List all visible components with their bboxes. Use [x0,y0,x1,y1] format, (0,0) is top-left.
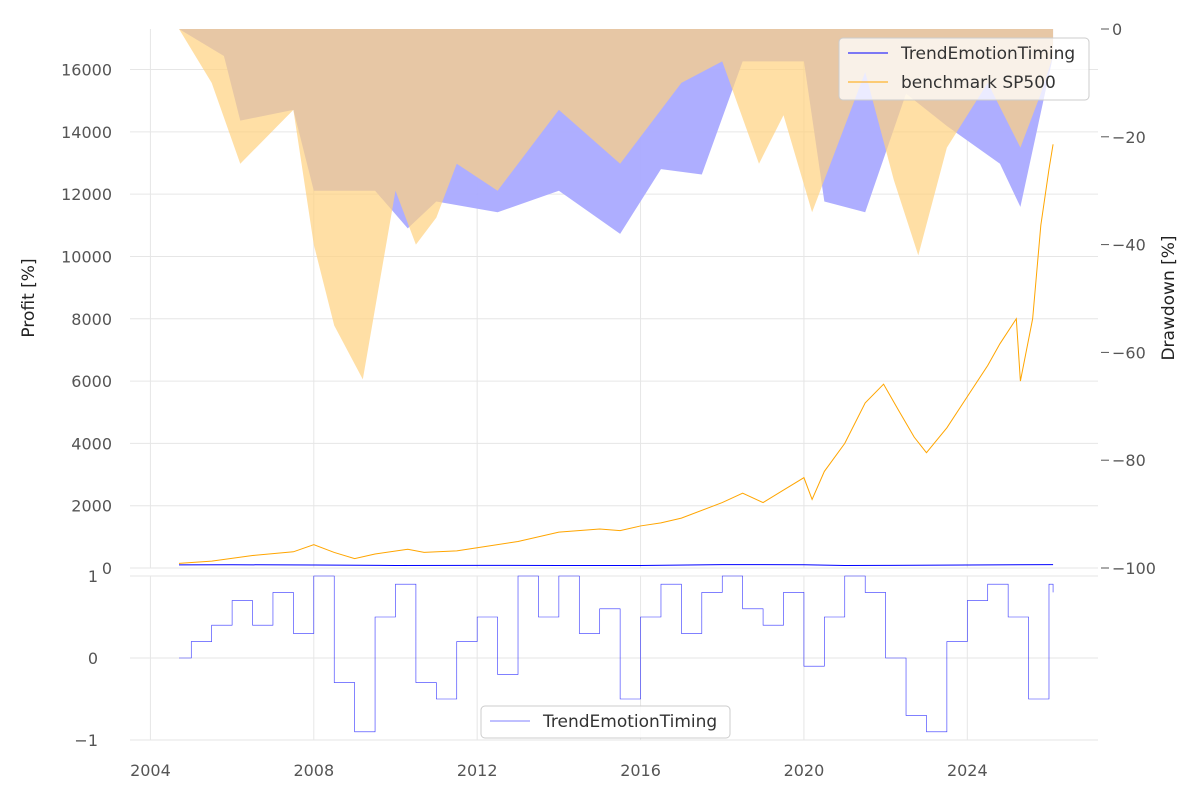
bottom-tick-labels: −1 0 1 2004 2008 2012 2016 2020 2024 [74,567,987,780]
y2-tick-label: −40 [1112,236,1146,255]
top-series-lines [178,144,1054,567]
x-tick-label: 2004 [130,761,171,780]
bottom-series-line [179,575,1054,733]
y-tick-label: 12000 [61,185,112,204]
x-tick-label: 2016 [620,761,661,780]
y-tick-label: 14000 [61,123,112,142]
drawdown-area-benchmark [179,29,1054,380]
bottom-y-tick-label: −1 [74,731,98,750]
x-tick-label: 2008 [293,761,334,780]
bottom-legend: TrendEmotionTiming [480,705,731,739]
bottom-legend-label: TrendEmotionTiming [542,712,717,732]
y-axis-label: Profit [%] [19,258,39,337]
top-drawdown-area [179,29,1054,380]
y-tick-label: 10000 [61,247,112,266]
bottom-legend-box [480,705,731,739]
y2-tick-label: −80 [1112,451,1146,470]
x-tick-label: 2024 [947,761,988,780]
series-line-strategy [179,564,1054,567]
top-legend-box [838,37,1090,101]
top-tick-labels: 0 2000 4000 6000 8000 10000 12000 14000 16000 0 −2… [61,20,1156,578]
legend-label-strategy: TrendEmotionTiming [900,44,1075,64]
bottom-panel: −1 0 1 2004 2008 2012 2016 2020 2024 TrendEmotio… [74,567,1098,780]
bottom-series-lines [179,575,1054,733]
top-panel: 0 2000 4000 6000 8000 10000 12000 14000 16000 0 −2… [19,20,1179,578]
y-tick-label: 2000 [71,497,112,516]
y2-tick-label: −100 [1112,559,1156,578]
y2-tick-label: 0 [1112,20,1122,39]
x-tick-label: 2012 [457,761,498,780]
y2-axis-label: Drawdown [%] [1159,235,1179,360]
y-tick-label: 0 [102,559,112,578]
x-tick-label: 2020 [784,761,825,780]
y-tick-label: 6000 [71,372,112,391]
legend-label-benchmark: benchmark SP500 [901,73,1056,93]
y-tick-label: 4000 [71,434,112,453]
top-legend: TrendEmotionTiming benchmark SP500 [838,37,1090,101]
y-tick-label: 16000 [61,61,112,80]
bottom-y-tick-label: 1 [88,567,98,586]
y-tick-label: 8000 [71,310,112,329]
y2-tick-label: −60 [1112,343,1146,362]
series-line-benchmark [178,144,1054,564]
bottom-y-tick-label: 0 [88,649,98,668]
y2-tick-label: −20 [1112,128,1146,147]
